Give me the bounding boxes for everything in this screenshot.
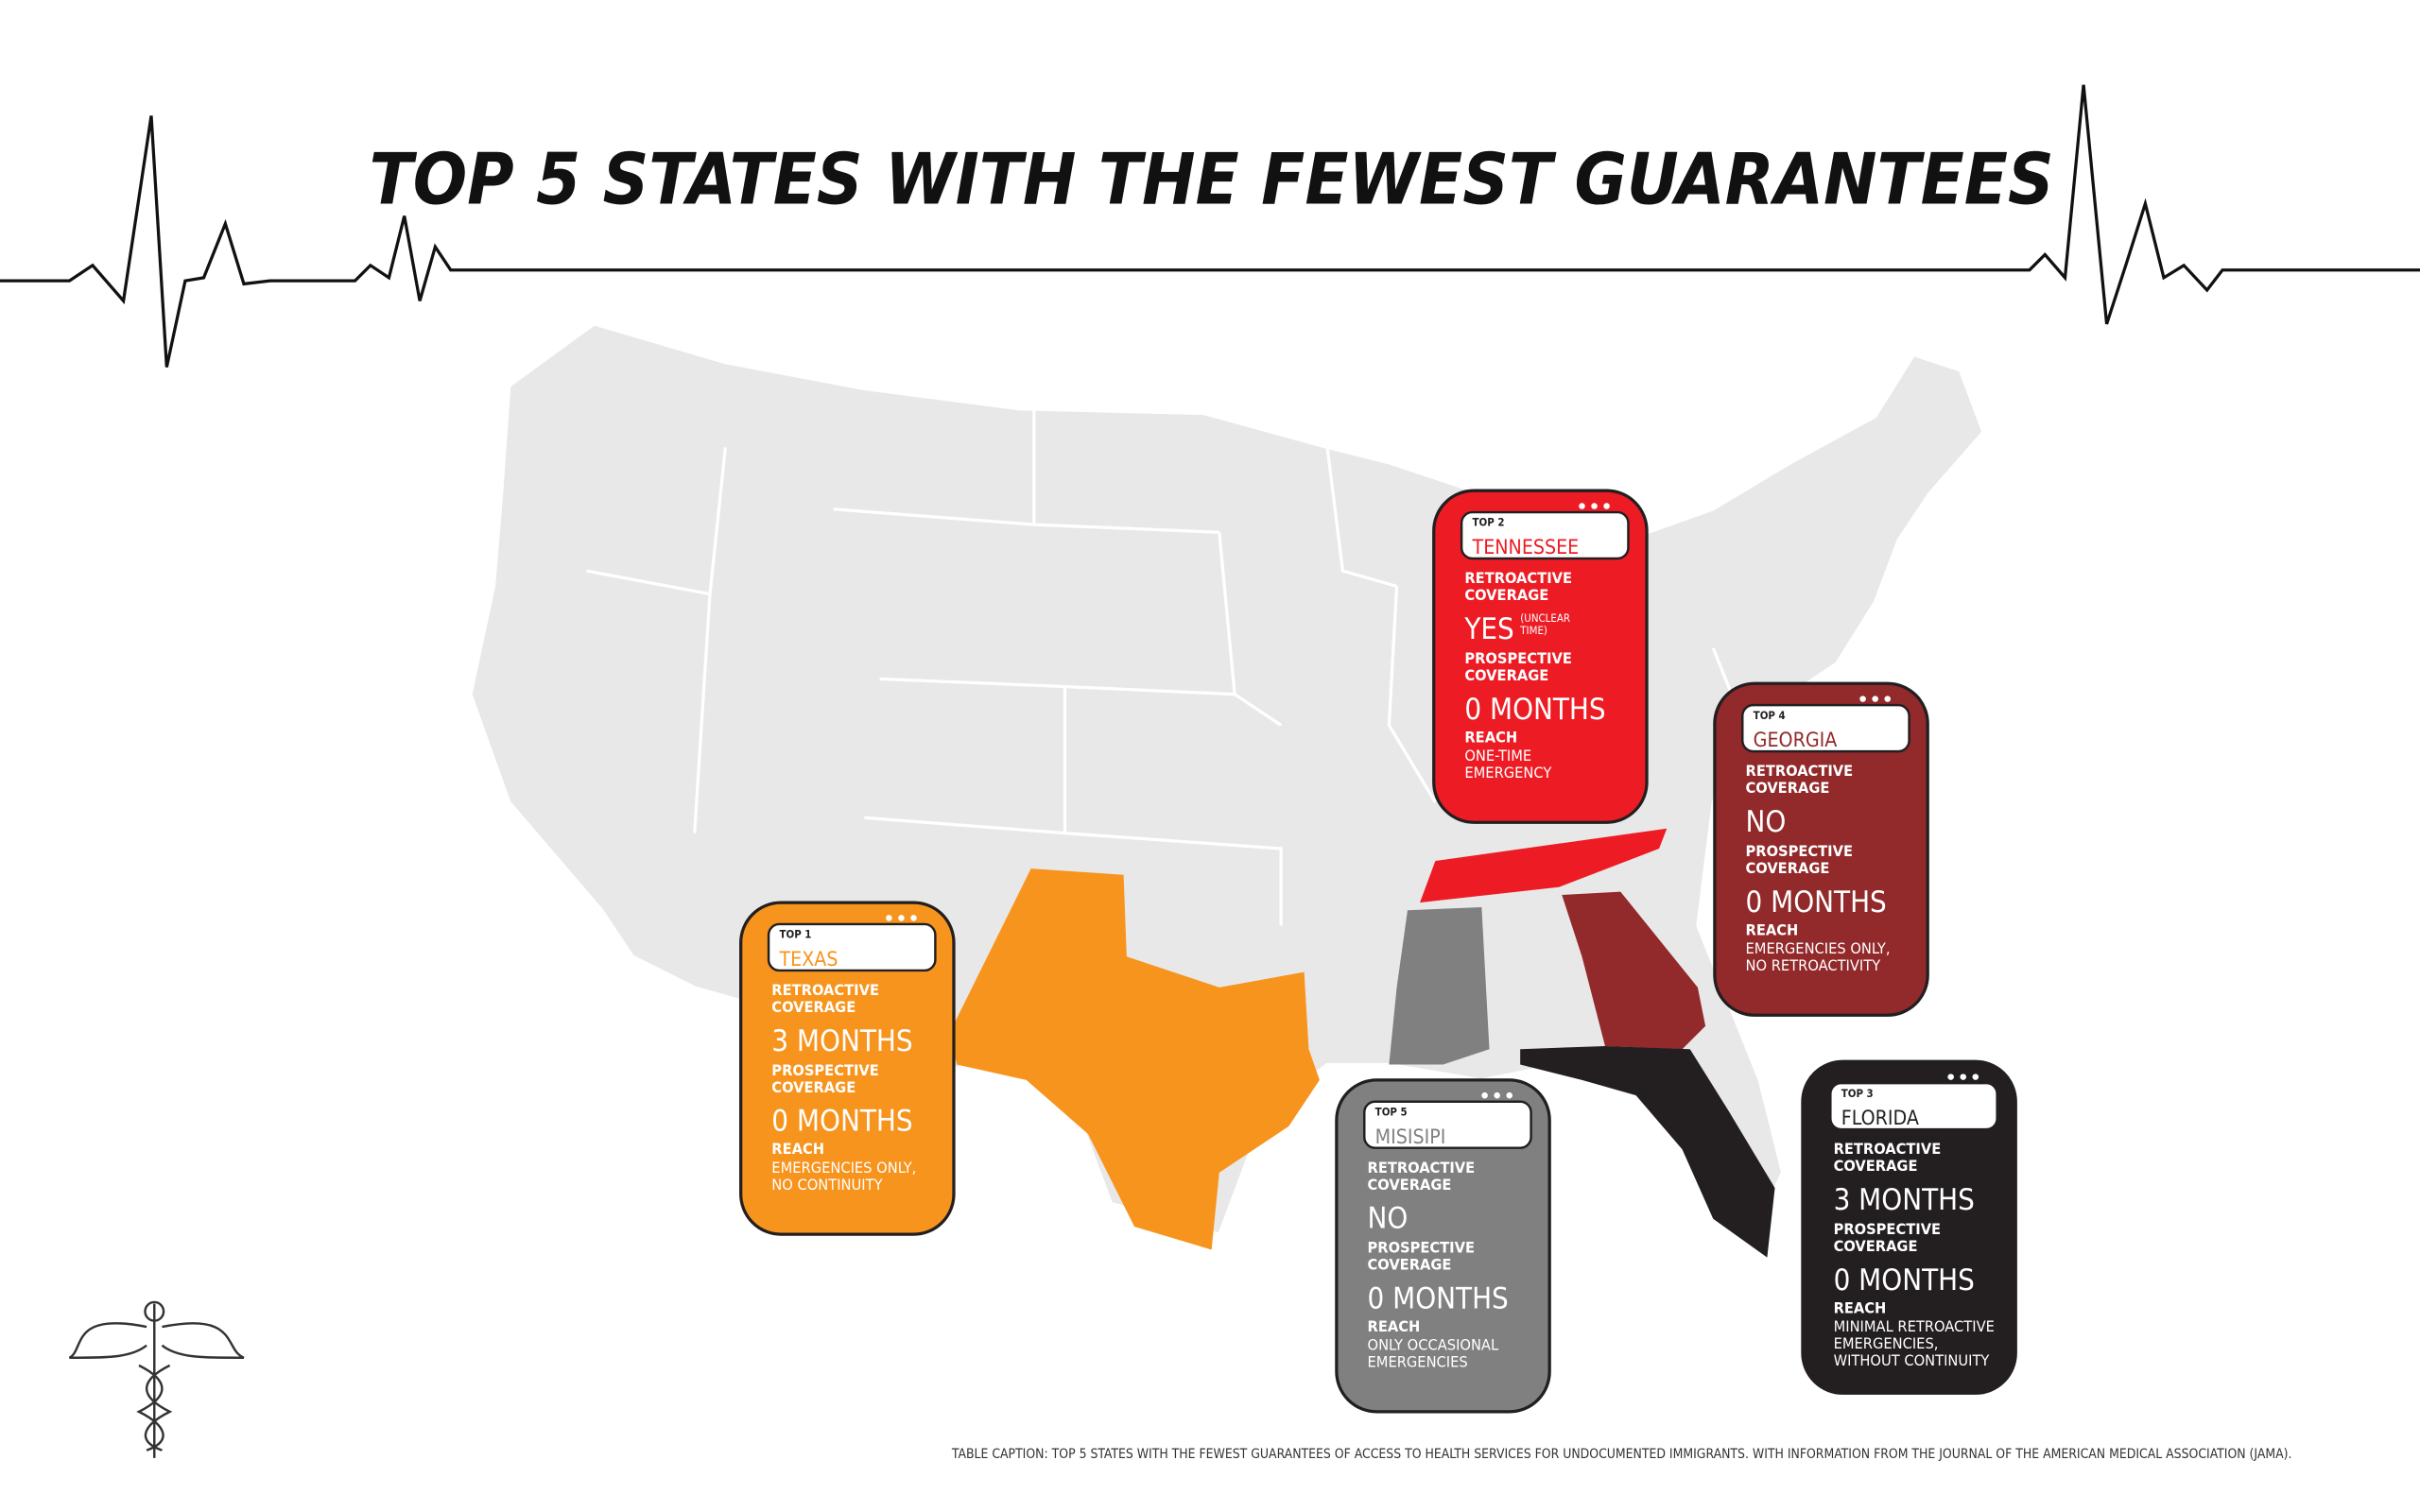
card [1801,1059,2017,1395]
field-value: 0 MONTHS [1464,693,1605,727]
header-dot [886,915,892,921]
header-dot [1884,696,1891,702]
reach-line: ONLY OCCASIONAL [1368,1336,1499,1354]
reach-line: WITHOUT CONTINUITY [1834,1351,1991,1369]
card [1432,489,1649,824]
field-label: PROSPECTIVE [1834,1220,1942,1238]
field-label: RETROACTIVE [1746,762,1854,780]
field-label: COVERAGE [771,998,856,1016]
reach-line: EMERGENCIES [1368,1353,1468,1371]
field-label: COVERAGE [1464,666,1548,684]
florida-shape [1520,1045,1775,1258]
field-label: COVERAGE [1746,859,1830,877]
mississippi-shape [1389,907,1490,1065]
card-header [1363,1100,1532,1149]
field-label: COVERAGE [771,1078,856,1096]
header-dot [910,915,917,921]
card [739,901,956,1236]
reach-line: EMERGENCY [1464,764,1552,782]
field-label: COVERAGE [1834,1237,1918,1255]
field-value: 3 MONTHS [771,1024,912,1058]
field-label: REACH [1834,1298,1887,1316]
field-label: REACH [1368,1317,1421,1335]
state-name: MISISIPI [1375,1125,1446,1149]
field-label: RETROACTIVE [1834,1140,1942,1158]
header-dot [1603,503,1610,509]
field-label: REACH [1464,728,1517,746]
texas-shape [949,868,1320,1250]
field-value: YES [1463,612,1513,646]
reach-line: EMERGENCIES ONLY, [1746,939,1891,957]
reach-line: MINIMAL RETROACTIVE [1834,1317,1995,1335]
rank: TOP 4 [1754,709,1786,722]
field-value: 0 MONTHS [1834,1263,1975,1297]
card-header [1829,1081,1998,1131]
reach-line: ONE-TIME [1464,747,1531,765]
header-dot [898,915,905,921]
reach-line: NO RETROACTIVITY [1746,956,1882,974]
state-name: TENNESSEE [1472,536,1580,559]
field-label: COVERAGE [1464,586,1548,604]
caption: TABLE CAPTION: TOP 5 STATES WITH THE FEW… [951,1447,2292,1462]
header-dot [1579,503,1585,509]
card-header [767,922,937,972]
field-value: NO [1746,805,1787,839]
state-name: TEXAS [778,948,838,971]
header-dot [1872,696,1878,702]
value-note: TIME) [1519,624,1547,637]
reach-line: EMERGENCIES ONLY, [771,1159,916,1177]
field-value: 0 MONTHS [1368,1281,1509,1315]
header-dot [1494,1091,1500,1099]
state-name: GEORGIA [1754,729,1838,752]
header-dot [1591,503,1598,509]
field-label: PROSPECTIVE [1368,1239,1476,1257]
georgia-shape [1562,891,1706,1050]
field-label: REACH [771,1140,824,1158]
rank: TOP 2 [1473,516,1505,529]
tennessee-shape [1420,828,1668,903]
header-dot [1506,1091,1512,1099]
card-header [1460,510,1630,560]
rank: TOP 1 [779,928,811,941]
field-label: COVERAGE [1368,1176,1452,1194]
title: TOP 5 STATES WITH THE FEWEST GUARANTEES [370,138,2054,221]
state-name: FLORIDA [1841,1107,1919,1130]
rank: TOP 3 [1841,1087,1874,1100]
field-label: COVERAGE [1746,779,1830,797]
header-dot [1859,696,1866,702]
field-label: RETROACTIVE [1368,1159,1476,1177]
card [1713,681,1929,1017]
heartbeat-line [0,84,2420,368]
reach-line: NO CONTINUITY [771,1176,883,1194]
field-label: PROSPECTIVE [1464,649,1572,667]
field-value: 3 MONTHS [1834,1183,1975,1217]
field-label: RETROACTIVE [1464,569,1572,587]
field-label: PROSPECTIVE [1746,842,1854,860]
value-note: (UNCLEAR [1520,611,1570,625]
field-value: 0 MONTHS [771,1105,912,1139]
field-value: 0 MONTHS [1746,885,1887,919]
card [1335,1078,1551,1414]
header-dot [1960,1074,1966,1080]
header-dot [1947,1074,1954,1080]
field-label: RETROACTIVE [771,981,879,999]
reach-line: EMERGENCIES, [1834,1334,1939,1352]
field-value: NO [1368,1202,1409,1236]
card-header [1741,703,1910,753]
rank: TOP 5 [1375,1105,1408,1118]
header-dot [1481,1091,1488,1099]
field-label: COVERAGE [1834,1157,1918,1175]
caduceus-icon [68,1300,245,1458]
header-dot [1972,1074,1979,1080]
field-label: COVERAGE [1368,1256,1452,1274]
field-label: PROSPECTIVE [771,1061,879,1079]
field-label: REACH [1746,920,1799,938]
